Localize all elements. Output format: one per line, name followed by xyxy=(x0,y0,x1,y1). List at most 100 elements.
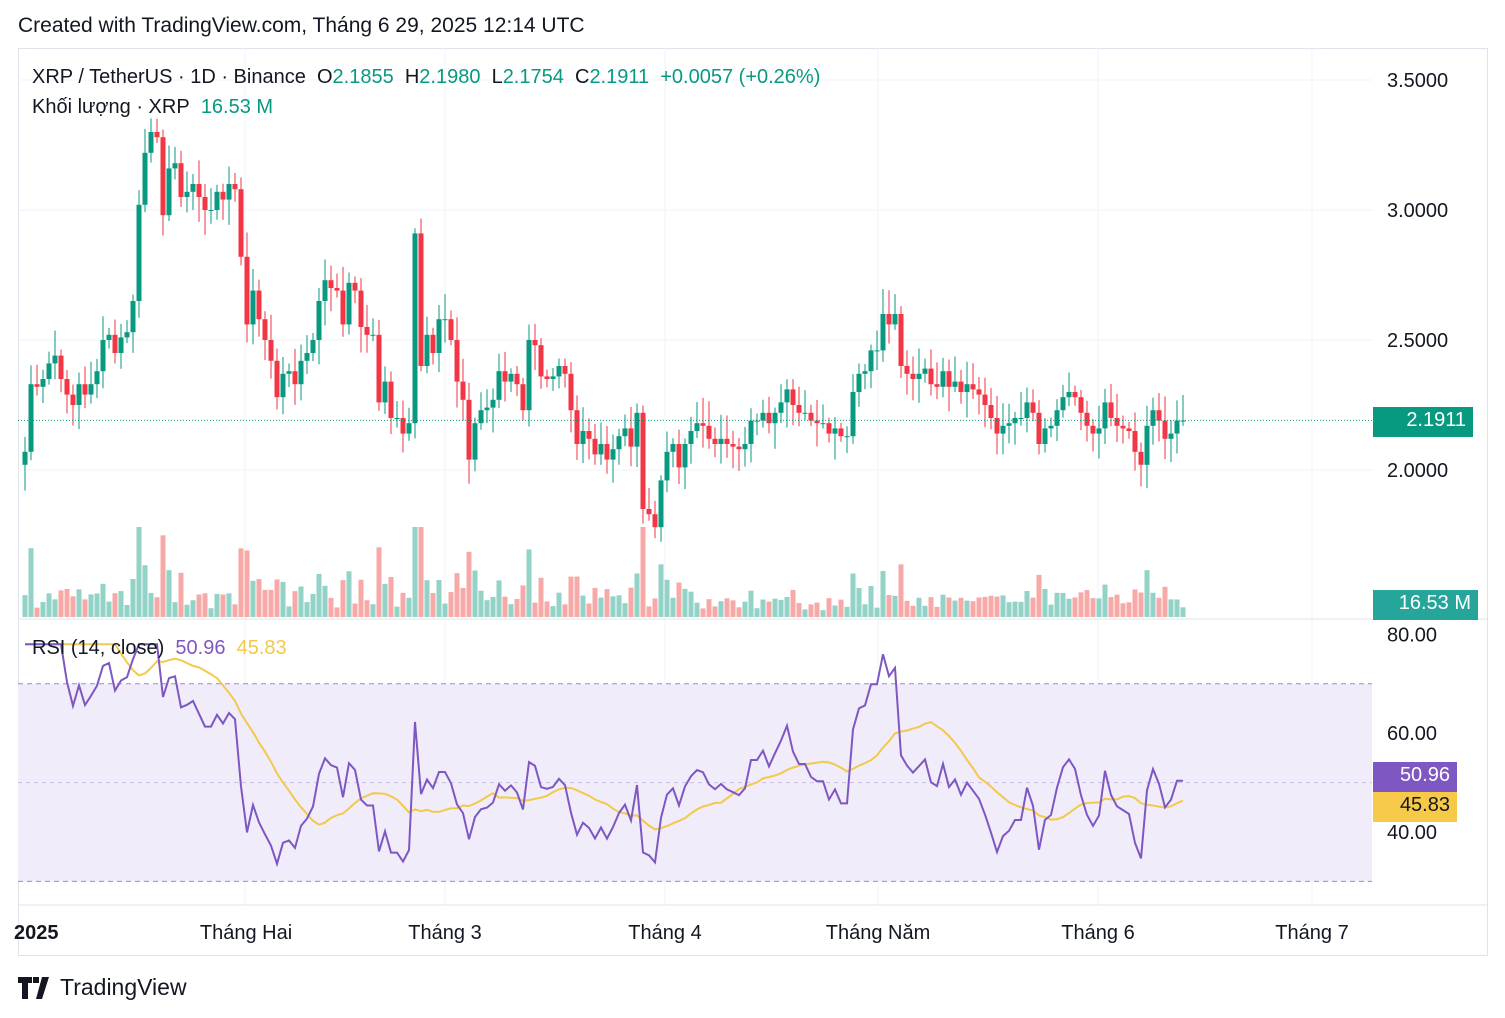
time-axis-label: Tháng Năm xyxy=(826,922,931,944)
candle-body xyxy=(394,418,400,419)
volume-bar xyxy=(1030,597,1036,617)
candle-body xyxy=(436,319,442,353)
candle-body xyxy=(346,282,352,325)
volume-bar xyxy=(724,598,730,617)
volume-value: 16.53 M xyxy=(200,96,274,118)
candle-body xyxy=(1048,425,1054,429)
candle-body xyxy=(820,423,826,425)
volume-bar xyxy=(952,600,958,617)
candle-body xyxy=(1042,428,1048,444)
volume-bar xyxy=(1114,594,1120,617)
candle-body xyxy=(574,410,580,444)
candle-body xyxy=(1096,428,1102,434)
price-axis-label: 2.5000 xyxy=(1387,330,1448,352)
volume-bar xyxy=(160,535,166,617)
tradingview-logo-icon xyxy=(18,976,49,999)
candle-body xyxy=(568,373,574,411)
volume-bar xyxy=(844,606,850,617)
volume-bar xyxy=(76,589,82,617)
candle-body xyxy=(586,431,592,439)
volume-bar xyxy=(718,601,724,617)
candle-body xyxy=(70,394,76,405)
volume-bar xyxy=(640,527,646,617)
volume-bar xyxy=(886,595,892,617)
candle-body xyxy=(904,366,910,374)
candle-body xyxy=(64,379,70,395)
candle-body xyxy=(652,514,658,528)
candle-body xyxy=(142,152,148,205)
volume-bar xyxy=(40,601,46,617)
volume-bar xyxy=(22,595,28,617)
volume-bar xyxy=(946,597,952,617)
volume-bar xyxy=(832,605,838,617)
candle-body xyxy=(412,233,418,424)
candle-body xyxy=(46,363,52,379)
volume-bar xyxy=(1102,584,1108,617)
volume-bar xyxy=(970,601,976,617)
volume-bar xyxy=(322,585,328,617)
volume-bar xyxy=(526,549,532,617)
volume-bar xyxy=(982,596,988,617)
volume-bar xyxy=(904,600,910,617)
volume-bar xyxy=(1126,602,1132,617)
candle-body xyxy=(238,189,244,257)
volume-bar xyxy=(856,588,862,617)
open-label: O xyxy=(316,66,333,88)
candle-body xyxy=(424,334,430,366)
volume-bar xyxy=(208,608,214,617)
candle-body xyxy=(52,355,58,364)
volume-bar xyxy=(1120,603,1126,617)
volume-bar xyxy=(1072,597,1078,617)
candle-body xyxy=(88,384,94,395)
volume-bar xyxy=(1132,589,1138,617)
candle-body xyxy=(616,436,622,450)
rsi-axis-label: 60.00 xyxy=(1387,723,1437,745)
candle-body xyxy=(202,197,208,210)
candle-body xyxy=(580,431,586,444)
rsi-ma-value: 45.83 xyxy=(236,637,287,659)
volume-label[interactable]: Khối lượng · XRP xyxy=(32,96,190,118)
high-label: H xyxy=(404,66,420,88)
candle-body xyxy=(478,410,484,424)
candle-body xyxy=(1156,410,1162,421)
volume-bar xyxy=(898,564,904,617)
candle-body xyxy=(688,431,694,444)
candle-body xyxy=(1030,402,1036,413)
volume-bar xyxy=(622,603,628,617)
symbol-label[interactable]: XRP / TetherUS · 1D · Binance xyxy=(32,66,306,88)
volume-bar xyxy=(28,548,34,617)
volume-bar xyxy=(784,597,790,617)
candle-body xyxy=(184,191,190,197)
volume-bar xyxy=(1138,592,1144,617)
price-axis-label: 2.0000 xyxy=(1387,460,1448,482)
candle-body xyxy=(544,376,550,379)
volume-bar xyxy=(1036,574,1042,617)
candle-body xyxy=(382,381,388,403)
candle-body xyxy=(1024,402,1030,418)
candle-body xyxy=(952,381,958,387)
candle-body xyxy=(640,412,646,509)
volume-bar xyxy=(976,597,982,617)
volume-bar xyxy=(400,592,406,617)
volume-bar xyxy=(430,592,436,617)
volume-bar xyxy=(1150,592,1156,617)
rsi-tag: 50.96 xyxy=(1373,762,1457,792)
candle-body xyxy=(838,428,844,437)
close-label: C xyxy=(574,66,590,88)
candle-body xyxy=(538,345,544,377)
candle-body xyxy=(796,405,802,413)
volume-bar xyxy=(274,579,280,617)
candle-body xyxy=(562,366,568,374)
volume-bar xyxy=(364,600,370,617)
candle-body xyxy=(886,314,892,325)
candle-body xyxy=(364,327,370,335)
volume-bar xyxy=(682,588,688,617)
rsi-label[interactable]: RSI (14, close) xyxy=(32,637,165,659)
tradingview-logo[interactable]: TradingView xyxy=(18,974,187,1001)
volume-bar xyxy=(736,607,742,617)
volume-bar xyxy=(466,551,472,617)
volume-bar xyxy=(928,597,934,617)
volume-bar xyxy=(1156,597,1162,617)
volume-bar xyxy=(454,573,460,617)
